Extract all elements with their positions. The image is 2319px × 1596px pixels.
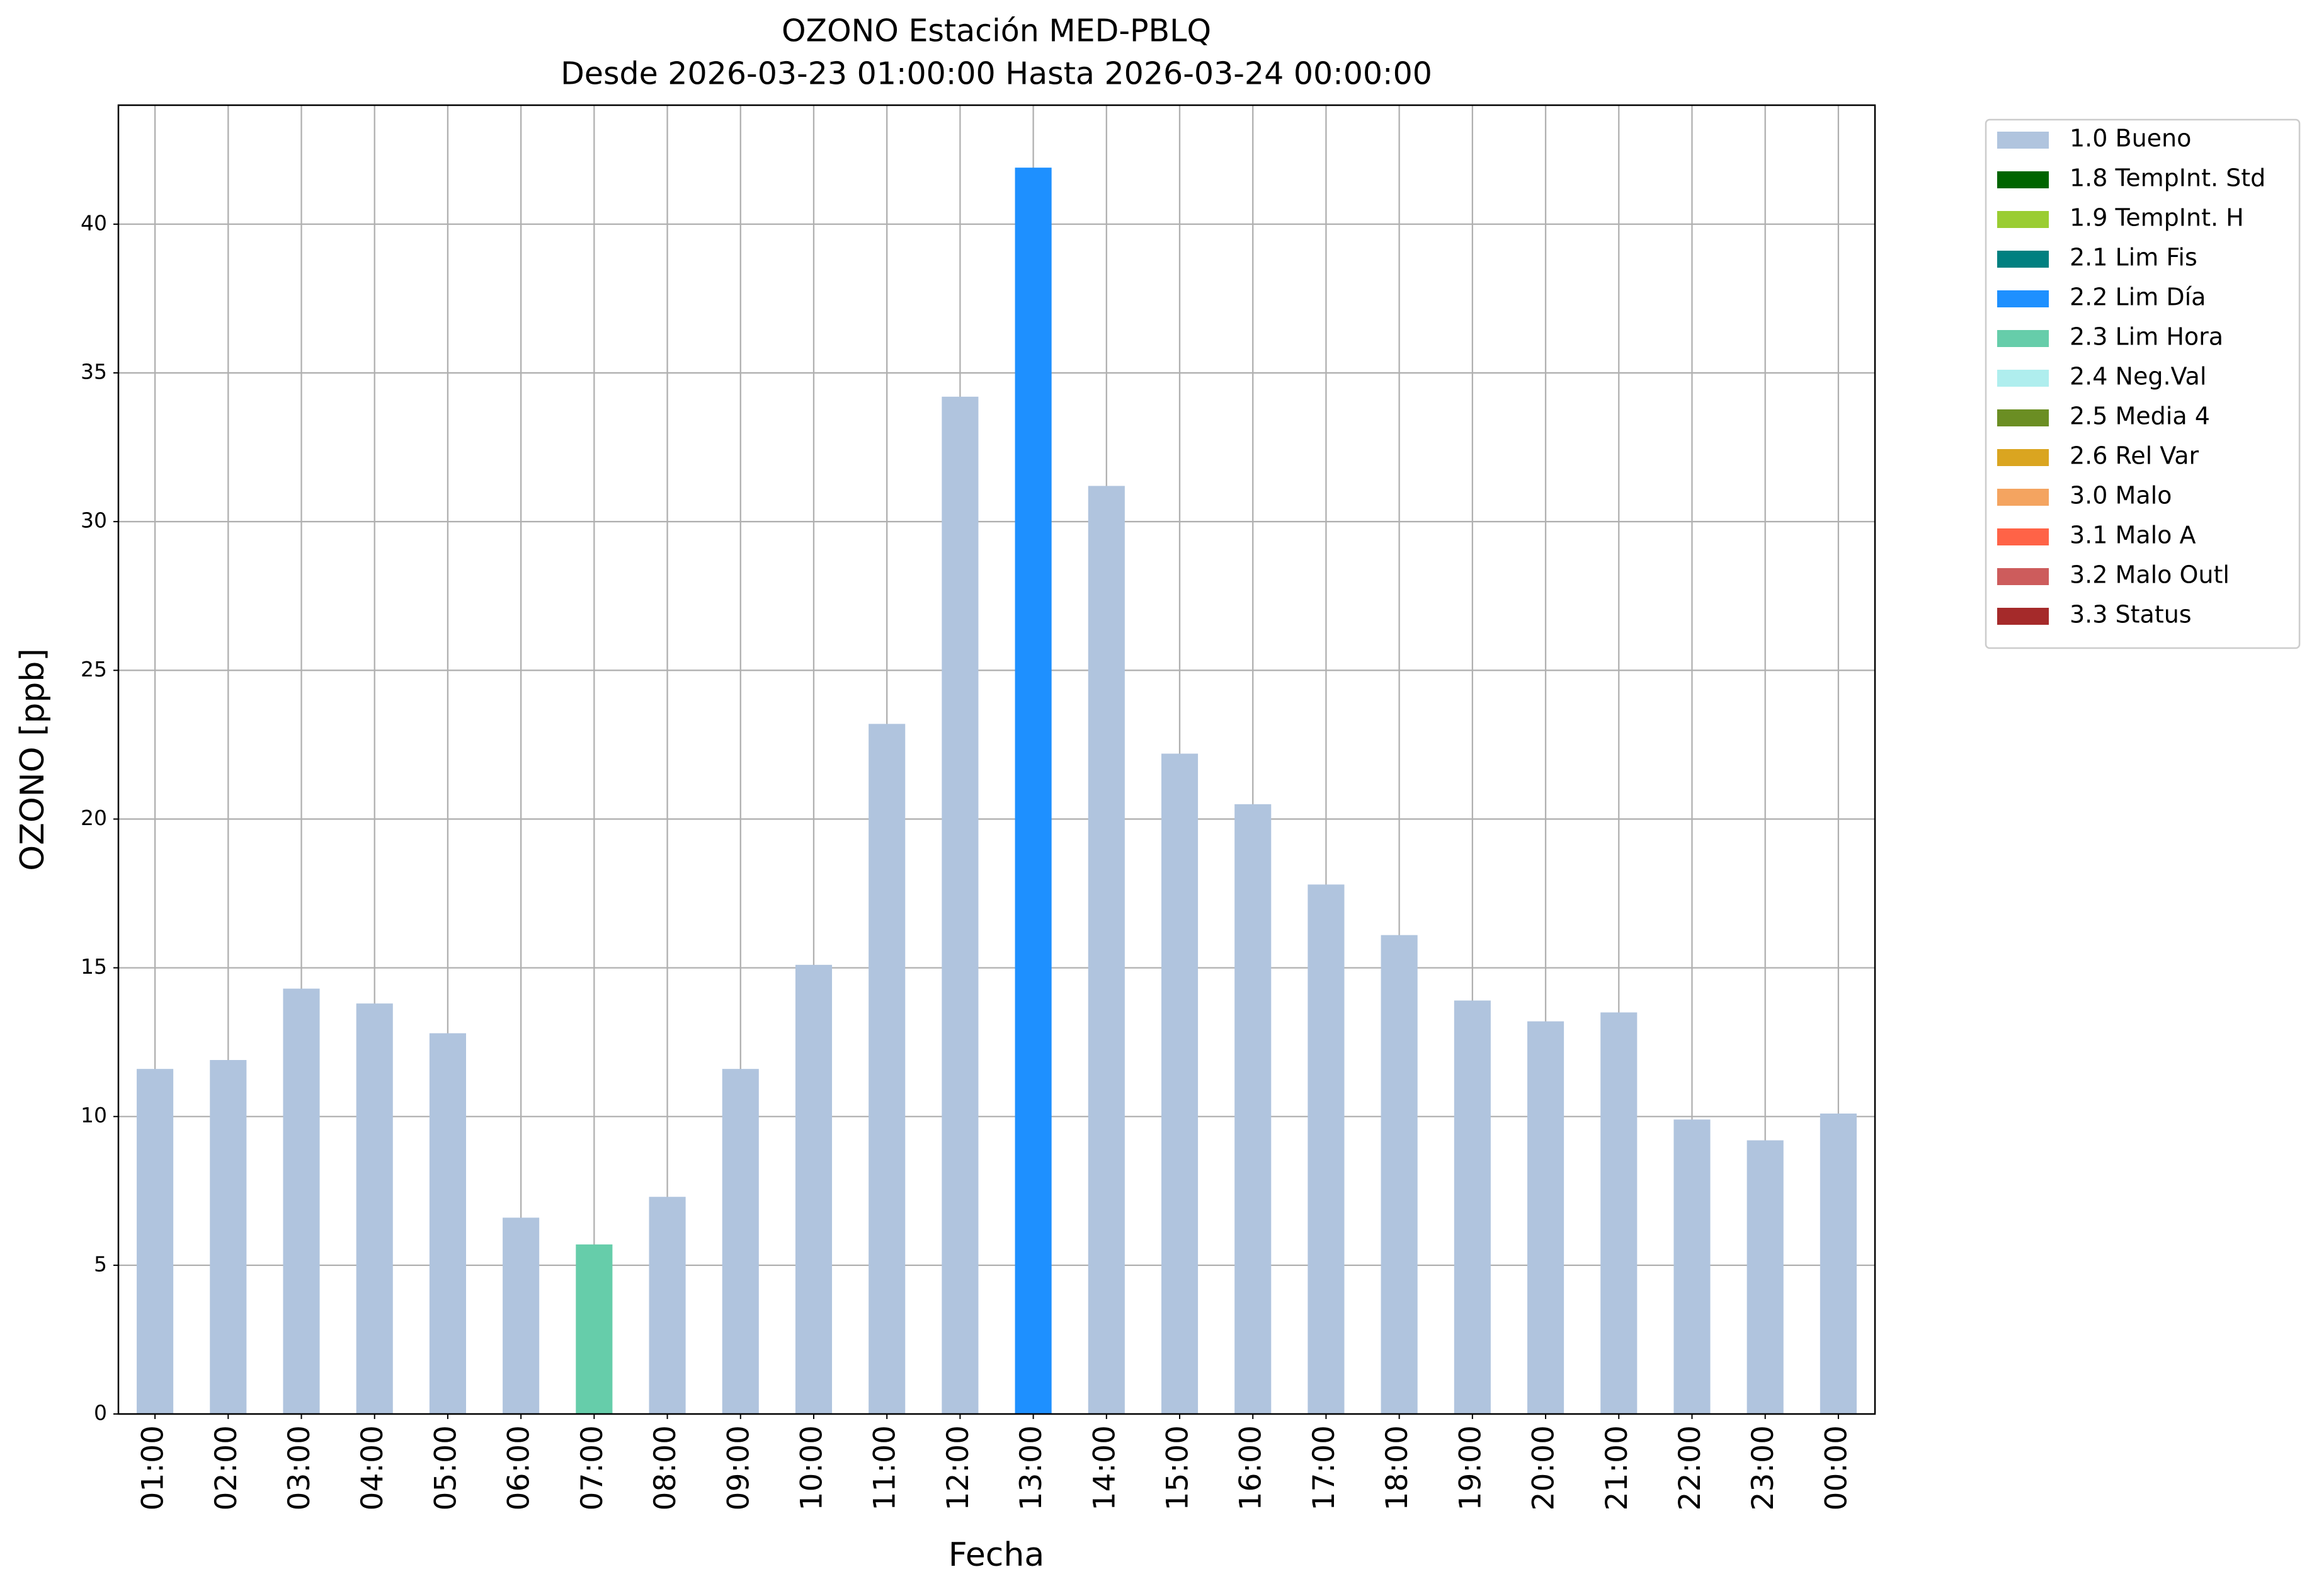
bar: [869, 724, 906, 1414]
x-tick-label: 21:00: [1600, 1425, 1634, 1510]
bar: [576, 1244, 613, 1414]
y-tick-label: 0: [94, 1401, 107, 1425]
bar: [1527, 1021, 1564, 1414]
y-tick-label: 20: [81, 806, 107, 830]
y-tick-label: 10: [81, 1103, 107, 1127]
x-tick-label: 04:00: [355, 1425, 390, 1510]
bar: [649, 1197, 686, 1414]
plot-frame: [117, 104, 1876, 1415]
y-axis-label: OZONO [ppb]: [14, 648, 52, 870]
bar: [942, 396, 979, 1414]
bar: [1015, 168, 1052, 1415]
x-tick-label: 10:00: [794, 1425, 829, 1510]
x-tick-label: 15:00: [1161, 1425, 1195, 1510]
x-tick-label: 06:00: [502, 1425, 537, 1510]
x-tick-label: 22:00: [1673, 1425, 1707, 1510]
x-tick-label: 09:00: [721, 1425, 756, 1510]
x-tick-label: 11:00: [868, 1425, 903, 1510]
bar: [1454, 1000, 1491, 1414]
x-tick-label: 00:00: [1819, 1425, 1854, 1510]
y-tick-label: 5: [94, 1251, 107, 1276]
legend-label: 2.6 Rel Var: [2070, 442, 2199, 470]
bar: [795, 964, 833, 1414]
x-tick-label: 07:00: [575, 1425, 610, 1510]
legend-swatch: [1997, 290, 2049, 307]
legend-swatch: [1997, 211, 2049, 228]
bar: [356, 1003, 393, 1414]
bar: [503, 1217, 540, 1414]
y-tick-label: 35: [81, 360, 107, 384]
x-tick-label: 13:00: [1014, 1425, 1049, 1510]
legend-label: 3.0 Malo: [2070, 482, 2172, 510]
legend-swatch: [1997, 489, 2049, 506]
chart-subtitle: Desde 2026-03-23 01:00:00 Hasta 2026-03-…: [561, 56, 1432, 92]
bar: [1308, 884, 1345, 1414]
x-tick-label: 16:00: [1234, 1425, 1268, 1510]
bar: [1600, 1012, 1638, 1414]
bar: [283, 988, 320, 1414]
legend-swatch: [1997, 370, 2049, 387]
legend-swatch: [1997, 449, 2049, 466]
x-tick-label: 12:00: [941, 1425, 976, 1510]
bar: [1673, 1119, 1711, 1414]
legend-swatch: [1997, 409, 2049, 426]
legend-label: 3.3 Status: [2070, 601, 2192, 629]
bar: [1381, 935, 1418, 1414]
legend-label: 1.9 TempInt. H: [2070, 204, 2244, 232]
bar: [1161, 753, 1199, 1414]
x-tick-label: 03:00: [282, 1425, 317, 1510]
legend-label: 3.2 Malo Outl: [2070, 561, 2230, 589]
bar: [1746, 1140, 1784, 1414]
bar: [429, 1033, 466, 1414]
legend-swatch: [1997, 171, 2049, 188]
legend-label: 2.5 Media 4: [2070, 402, 2210, 430]
legend-swatch: [1997, 132, 2049, 149]
legend-swatch: [1997, 251, 2049, 268]
legend-swatch: [1997, 608, 2049, 625]
legend-label: 2.4 Neg.Val: [2070, 363, 2206, 390]
chart-title: OZONO Estación MED-PBLQ: [782, 13, 1211, 49]
legend-label: 1.0 Bueno: [2070, 125, 2191, 152]
y-tick-label: 30: [81, 508, 107, 533]
legend-label: 2.1 Lim Fis: [2070, 244, 2197, 271]
bar: [1820, 1114, 1857, 1414]
legend-label: 2.3 Lim Hora: [2070, 323, 2223, 351]
legend-swatch: [1997, 330, 2049, 347]
legend-swatch: [1997, 568, 2049, 585]
x-tick-label: 01:00: [136, 1425, 171, 1510]
bar: [137, 1069, 174, 1414]
legend-label: 2.2 Lim Día: [2070, 283, 2206, 311]
legend-box: [1985, 118, 2301, 649]
x-tick-label: 08:00: [648, 1425, 683, 1510]
x-tick-label: 19:00: [1453, 1425, 1488, 1510]
bar: [1234, 804, 1272, 1414]
x-tick-label: 14:00: [1087, 1425, 1122, 1510]
x-tick-label: 23:00: [1746, 1425, 1781, 1510]
legend-label: 1.8 TempInt. Std: [2070, 164, 2265, 192]
y-tick-label: 15: [81, 954, 107, 979]
bar: [1088, 486, 1125, 1415]
y-tick-label: 25: [81, 657, 107, 681]
bar: [210, 1059, 247, 1414]
y-tick-label: 40: [81, 210, 107, 235]
bar: [722, 1069, 759, 1414]
x-tick-label: 05:00: [428, 1425, 463, 1510]
x-tick-label: 18:00: [1380, 1425, 1415, 1510]
x-tick-label: 02:00: [209, 1425, 244, 1510]
x-tick-label: 20:00: [1527, 1425, 1561, 1510]
legend-swatch: [1997, 528, 2049, 545]
legend-label: 3.1 Malo A: [2070, 522, 2196, 549]
x-axis-label: Fecha: [949, 1536, 1044, 1574]
x-tick-label: 17:00: [1307, 1425, 1342, 1510]
